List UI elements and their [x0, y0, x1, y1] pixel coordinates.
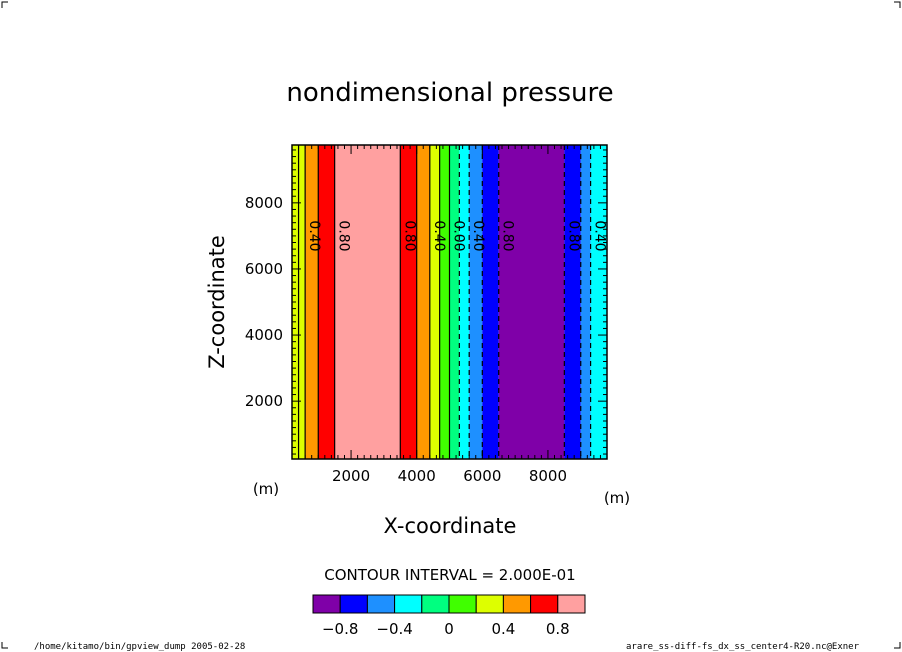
- contour-label-1: 0.40: [306, 220, 322, 251]
- band-6: [429, 145, 440, 459]
- colorbar-swatch-2: [366, 594, 396, 614]
- band-7: [439, 145, 450, 459]
- colorbar-swatch-8: [530, 594, 559, 614]
- contour-label-8: 0.00: [451, 220, 467, 251]
- y-tick-label: 8000: [245, 194, 283, 212]
- contour-label-15: 0.40: [592, 220, 608, 251]
- band-14: [580, 145, 591, 459]
- footer-right: arare_ss-diff-fs_dx_ss_center4-R20.nc@Ex…: [626, 642, 860, 652]
- band-11: [482, 145, 499, 459]
- band-10: [469, 145, 483, 459]
- band-13: [564, 145, 581, 459]
- contour-label-10: 0.40: [470, 220, 486, 251]
- contour-interval-text: CONTOUR INTERVAL = 2.000E-01: [324, 566, 575, 584]
- colorbar-tick-label: −0.8: [322, 620, 358, 638]
- band-12: [498, 145, 565, 459]
- colorbar-swatch-5: [448, 594, 477, 614]
- colorbar-tick-label: −0.4: [376, 620, 412, 638]
- y-tick-label: 2000: [245, 392, 283, 410]
- band-1: [305, 145, 319, 459]
- band-4: [400, 145, 417, 459]
- colorbar-swatch-0: [312, 594, 341, 614]
- colorbar-swatch-4: [421, 594, 450, 614]
- colorbar-swatch-3: [394, 594, 423, 614]
- contour-label-13: 0.80: [565, 220, 581, 251]
- axis-ticks: [292, 145, 607, 459]
- x-tick-label: 4000: [398, 467, 436, 485]
- colorbar-swatch-7: [502, 594, 532, 614]
- plot-area: [292, 145, 607, 459]
- colorbar-swatch-1: [339, 594, 368, 614]
- contour-label-3: 0.80: [336, 220, 352, 251]
- colorbar-swatch-9: [557, 594, 586, 614]
- chart-title: nondimensional pressure: [286, 78, 613, 108]
- band-8: [449, 145, 460, 459]
- x-tick-labels: 2000 4000 6000 8000: [332, 467, 567, 485]
- y-axis-title: Z-coordinate: [205, 235, 229, 369]
- x-axis-title: X-coordinate: [384, 514, 517, 538]
- colorbar-tick-label: 0: [444, 620, 454, 638]
- band-9: [459, 145, 470, 459]
- band-3: [334, 145, 401, 459]
- colorbar-tick-label: 0.4: [491, 620, 515, 638]
- contour-lines: [297, 145, 592, 459]
- band-2: [318, 145, 335, 459]
- x-tick-label: 6000: [463, 467, 501, 485]
- footer-left: /home/kitamo/bin/gpview_dump 2005-02-28: [34, 642, 245, 652]
- colorbar-swatch-6: [475, 594, 504, 614]
- y-tick-label: 6000: [245, 260, 283, 278]
- band-15: [590, 145, 607, 459]
- colorbar: [312, 594, 586, 614]
- contour-labels: 0.40 0.80 0.80 0.40 0.00 0.40 0.80 0.80 0.40: [306, 220, 608, 251]
- x-unit-label: (m): [253, 480, 279, 498]
- x-tick-label: 8000: [529, 467, 567, 485]
- colorbar-tick-label: 0.8: [546, 620, 570, 638]
- band-5: [416, 145, 430, 459]
- x-tick-label: 2000: [332, 467, 370, 485]
- y-unit-label: (m): [604, 489, 630, 507]
- y-tick-label: 4000: [245, 326, 283, 344]
- contour-label-6: 0.40: [431, 220, 447, 251]
- colorbar-tick-labels: −0.8 −0.4 0 0.4 0.8: [322, 620, 570, 638]
- contour-label-12: 0.80: [500, 220, 516, 251]
- contour-label-4: 0.80: [401, 220, 417, 251]
- y-tick-labels: 2000 4000 6000 8000: [245, 194, 283, 410]
